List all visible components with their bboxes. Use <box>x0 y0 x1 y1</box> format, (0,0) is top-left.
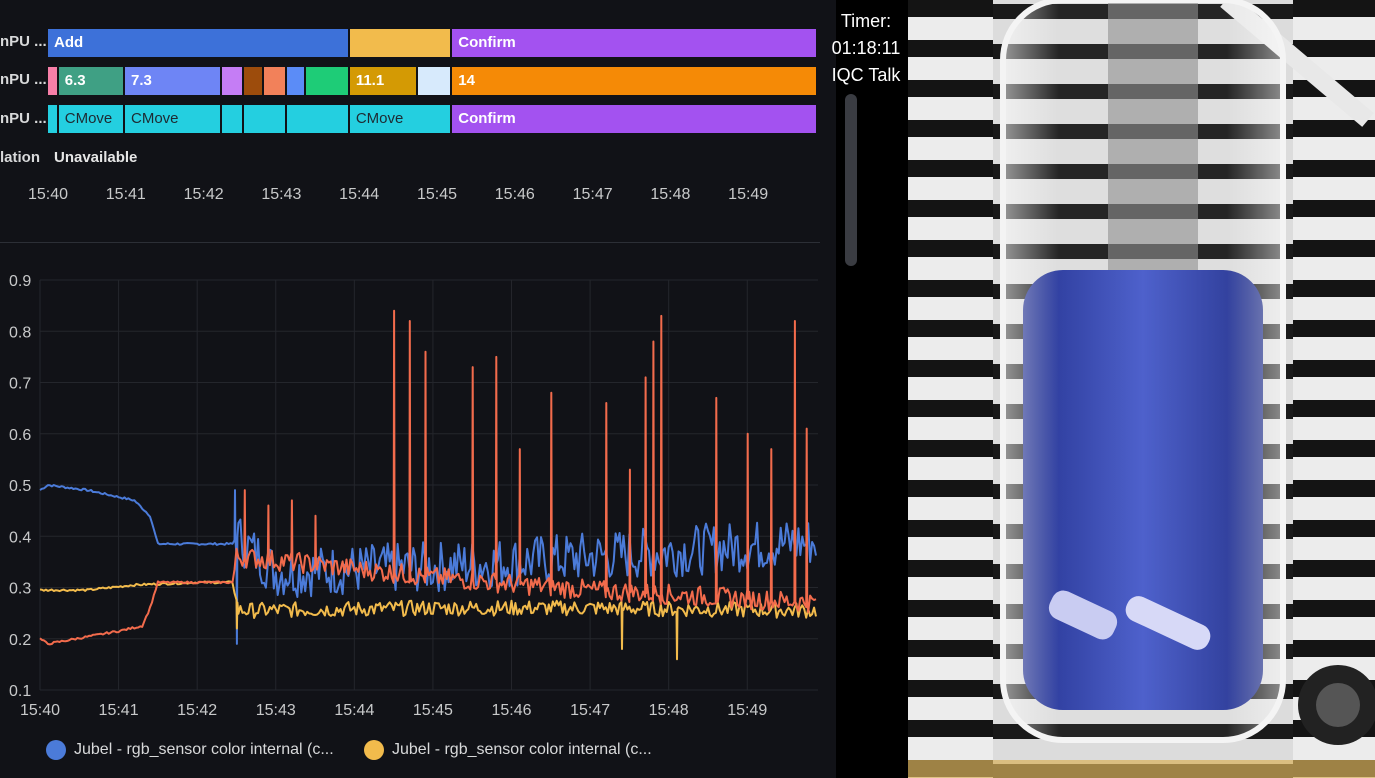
legend-label-yellow: Jubel - rgb_sensor color internal (c... <box>392 741 652 758</box>
state-segment[interactable] <box>286 105 348 133</box>
state-segment[interactable]: CMove <box>125 105 221 133</box>
panel-divider <box>0 242 820 243</box>
state-axis-tick: 15:49 <box>728 186 769 203</box>
lab-camera-feed <box>908 0 1375 778</box>
state-segment[interactable]: CMove <box>349 105 451 133</box>
x-tick-label: 15:47 <box>570 702 610 719</box>
y-tick-label: 0.1 <box>9 683 31 700</box>
state-segment[interactable] <box>263 67 285 95</box>
state-segment[interactable] <box>243 105 285 133</box>
series-line-1 <box>39 580 817 661</box>
state-axis-tick: 15:48 <box>650 186 691 203</box>
state-segment[interactable] <box>349 29 451 57</box>
dashboard-panel: nPU ... Add Confirm nPU ... 6.3 7.3 11.1 14 nPU … <box>0 0 836 778</box>
legend-swatch-blue <box>46 740 66 760</box>
x-tick-label: 15:48 <box>649 702 689 719</box>
state-segment[interactable] <box>417 67 451 95</box>
y-tick-label: 0.9 <box>9 273 31 290</box>
state-segment[interactable]: 7.3 <box>125 67 221 95</box>
state-segment[interactable]: 11.1 <box>349 67 416 95</box>
y-tick-label: 0.2 <box>9 632 31 649</box>
y-tick-label: 0.8 <box>9 324 31 341</box>
state-axis-tick: 15:41 <box>105 186 146 203</box>
x-tick-label: 15:46 <box>491 702 531 719</box>
y-tick-label: 0.4 <box>9 529 31 546</box>
y-tick-label: 0.7 <box>9 376 31 393</box>
state-axis-tick: 15:40 <box>27 186 69 203</box>
timer-overlay: Timer: 01:18:11 IQC Talk <box>822 8 910 89</box>
state-segment[interactable] <box>48 67 57 95</box>
x-tick-label: 15:45 <box>413 702 453 719</box>
legend-item-yellow[interactable]: Jubel - rgb_sensor color internal (c... <box>364 740 652 760</box>
timer-value: 01:18:11 <box>831 38 901 58</box>
state-axis-tick: 15:46 <box>494 186 535 203</box>
state-axis-tick: 15:43 <box>261 186 302 203</box>
timer-label: Timer: <box>840 11 892 31</box>
series-line-2 <box>39 309 817 646</box>
talk-label: IQC Talk <box>831 65 901 85</box>
rgb-sensor-line-chart[interactable]: 0.9 0.8 0.7 0.6 0.5 0.4 0.3 0.2 0.1 15:40 15:41 15:… <box>0 262 836 732</box>
state-segment[interactable]: 14 <box>452 67 816 95</box>
state-segment[interactable] <box>286 67 304 95</box>
y-tick-label: 0.5 <box>9 478 31 495</box>
series-line-0 <box>39 484 817 645</box>
state-segment[interactable]: Confirm <box>452 29 816 57</box>
state-axis-tick: 15:44 <box>339 186 380 203</box>
state-segment[interactable] <box>243 67 262 95</box>
y-tick-label: 0.3 <box>9 581 31 598</box>
legend-label-blue: Jubel - rgb_sensor color internal (c... <box>74 741 334 758</box>
state-segment[interactable]: 6.3 <box>58 67 123 95</box>
state-segment[interactable]: CMove <box>58 105 123 133</box>
state-segment[interactable] <box>48 105 57 133</box>
x-tick-label: 15:43 <box>256 702 296 719</box>
state-axis-tick: 15:47 <box>572 186 613 203</box>
row-label-2: nPU ... <box>0 110 47 127</box>
state-segment[interactable] <box>222 67 242 95</box>
lation-status: Unavailable <box>54 149 138 166</box>
y-tick-label: 0.6 <box>9 427 31 444</box>
legend-swatch-yellow <box>364 740 384 760</box>
x-tick-label: 15:42 <box>177 702 217 719</box>
x-tick-label: 15:49 <box>727 702 767 719</box>
legend-item-blue[interactable]: Jubel - rgb_sensor color internal (c... <box>46 740 334 760</box>
state-axis-tick: 15:45 <box>416 186 458 203</box>
state-segment[interactable]: Add <box>48 29 348 57</box>
state-segment[interactable] <box>222 105 242 133</box>
x-tick-label: 15:40 <box>20 702 60 719</box>
row-label-0: nPU ... <box>0 33 47 50</box>
x-tick-label: 15:41 <box>99 702 139 719</box>
state-segment[interactable]: Confirm <box>452 105 816 133</box>
panel-scrollbar[interactable] <box>845 94 857 266</box>
state-axis-tick: 15:42 <box>183 186 224 203</box>
x-tick-label: 15:44 <box>334 702 374 719</box>
state-segment[interactable] <box>305 67 348 95</box>
row-label-1: nPU ... <box>0 71 47 88</box>
row-label-lation: lation <box>0 149 40 166</box>
